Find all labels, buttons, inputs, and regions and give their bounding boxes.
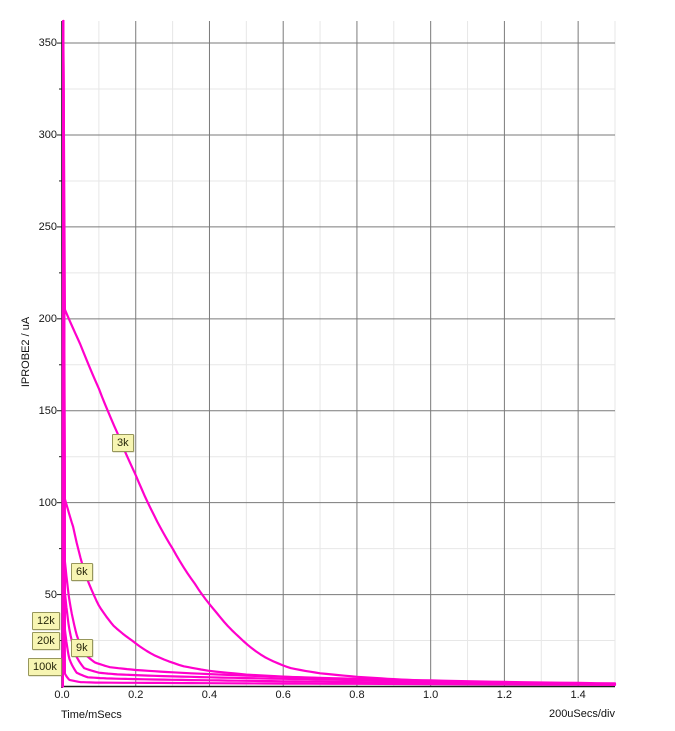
y-tick-label: 300 <box>38 128 57 141</box>
y-tick-label: 350 <box>38 37 57 50</box>
x-tick-label: 0.6 <box>275 689 291 701</box>
curve-3k[interactable] <box>61 19 617 688</box>
curve-label-3k[interactable]: 3k <box>112 434 134 452</box>
y-tick-label: 50 <box>44 588 57 601</box>
x-tick-label: 0.8 <box>349 689 365 701</box>
curve-9k[interactable] <box>61 19 617 688</box>
x-tick-label: 1.2 <box>496 689 513 701</box>
curve-label-12k[interactable]: 12k <box>32 612 60 630</box>
x-tick-label: 0.2 <box>128 689 144 701</box>
curve-label-9k[interactable]: 9k <box>71 639 93 657</box>
curve-100k[interactable] <box>61 19 617 688</box>
x-tick-label: 0.4 <box>201 689 218 701</box>
curve-20k[interactable] <box>61 19 617 688</box>
y-axis-title: IPROBE2 / uA <box>20 316 32 388</box>
curve-label-6k[interactable]: 6k <box>71 563 93 581</box>
x-tick-label: 1.0 <box>423 689 439 701</box>
curve-6k[interactable] <box>61 19 617 688</box>
curve-12k[interactable] <box>61 19 617 688</box>
y-tick-label: 200 <box>38 312 57 325</box>
time-per-div-label: 200uSecs/div <box>548 708 615 720</box>
x-tick-label: 0.0 <box>54 689 70 701</box>
y-tick-label: 100 <box>38 496 57 509</box>
x-tick-label: 1.4 <box>570 689 586 701</box>
curve-label-20k[interactable]: 20k <box>32 632 60 650</box>
x-axis-title: Time/mSecs <box>61 709 122 721</box>
curve-label-100k[interactable]: 100k <box>28 658 62 676</box>
y-tick-label: 250 <box>38 220 57 233</box>
y-tick-label: 150 <box>38 404 57 417</box>
